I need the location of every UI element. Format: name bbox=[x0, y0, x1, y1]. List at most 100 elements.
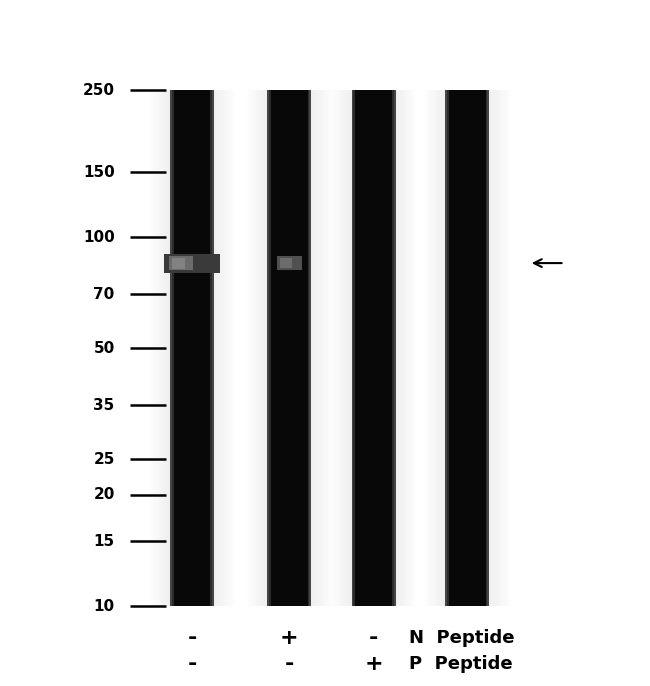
Bar bbox=[162, 90, 166, 606]
Bar bbox=[426, 90, 430, 606]
Bar bbox=[501, 90, 505, 606]
Bar bbox=[267, 90, 311, 606]
Bar bbox=[153, 90, 157, 606]
Bar bbox=[327, 90, 331, 606]
Text: -: - bbox=[369, 628, 378, 648]
Text: 10: 10 bbox=[94, 599, 114, 613]
Bar bbox=[309, 90, 313, 606]
Bar bbox=[255, 90, 259, 606]
Bar bbox=[280, 259, 292, 268]
Bar bbox=[254, 90, 257, 606]
Bar bbox=[315, 90, 319, 606]
Bar bbox=[437, 90, 441, 606]
Bar bbox=[169, 257, 193, 270]
Bar bbox=[330, 90, 334, 606]
Bar bbox=[445, 90, 449, 606]
Bar bbox=[250, 90, 254, 606]
Bar bbox=[224, 90, 228, 606]
Bar bbox=[170, 90, 174, 606]
Bar bbox=[432, 90, 436, 606]
Bar bbox=[230, 90, 234, 606]
Bar bbox=[344, 90, 348, 606]
Bar bbox=[319, 90, 323, 606]
Bar bbox=[439, 90, 443, 606]
Bar bbox=[430, 90, 434, 606]
Bar bbox=[155, 90, 159, 606]
Bar bbox=[441, 90, 445, 606]
Bar bbox=[220, 90, 224, 606]
Text: N  Peptide: N Peptide bbox=[409, 629, 515, 647]
Bar bbox=[434, 90, 437, 606]
Bar bbox=[170, 90, 214, 606]
Bar bbox=[436, 90, 439, 606]
Text: 15: 15 bbox=[94, 534, 114, 549]
Bar bbox=[313, 90, 317, 606]
Bar bbox=[321, 90, 325, 606]
Bar bbox=[248, 90, 252, 606]
Text: -: - bbox=[285, 654, 294, 674]
Bar bbox=[218, 90, 222, 606]
Bar bbox=[401, 90, 405, 606]
Bar bbox=[392, 90, 396, 606]
Bar bbox=[394, 90, 398, 606]
Bar bbox=[405, 90, 409, 606]
Text: 150: 150 bbox=[83, 165, 114, 180]
Bar bbox=[346, 90, 350, 606]
Bar bbox=[489, 90, 493, 606]
Bar bbox=[497, 90, 501, 606]
Bar bbox=[445, 90, 489, 606]
Bar bbox=[499, 90, 503, 606]
Bar bbox=[428, 90, 432, 606]
Bar bbox=[261, 90, 265, 606]
Bar bbox=[263, 90, 267, 606]
Bar bbox=[325, 90, 329, 606]
Bar bbox=[443, 90, 447, 606]
Text: -: - bbox=[188, 654, 197, 674]
Bar bbox=[161, 90, 164, 606]
Text: +: + bbox=[364, 654, 383, 674]
Bar bbox=[409, 90, 413, 606]
Bar bbox=[259, 90, 263, 606]
Text: 20: 20 bbox=[94, 488, 114, 502]
Text: 50: 50 bbox=[94, 341, 114, 355]
Bar bbox=[228, 90, 232, 606]
Bar bbox=[403, 90, 407, 606]
Bar bbox=[226, 90, 230, 606]
Bar bbox=[216, 90, 220, 606]
Bar bbox=[157, 90, 161, 606]
Bar bbox=[166, 90, 170, 606]
Text: P  Peptide: P Peptide bbox=[409, 655, 513, 673]
Bar bbox=[505, 90, 509, 606]
Bar bbox=[495, 90, 499, 606]
Text: 250: 250 bbox=[83, 83, 114, 97]
Bar bbox=[329, 90, 333, 606]
Bar bbox=[411, 90, 415, 606]
Bar bbox=[488, 90, 491, 606]
Bar bbox=[400, 90, 403, 606]
Bar bbox=[172, 258, 185, 268]
Text: -: - bbox=[188, 628, 197, 648]
Bar bbox=[486, 90, 489, 606]
Bar bbox=[352, 90, 356, 606]
Bar bbox=[338, 90, 342, 606]
Bar bbox=[149, 90, 153, 606]
Bar bbox=[164, 90, 168, 606]
Text: 25: 25 bbox=[94, 451, 114, 466]
Text: 70: 70 bbox=[94, 287, 114, 302]
Bar bbox=[311, 90, 315, 606]
Bar bbox=[503, 90, 507, 606]
Bar bbox=[213, 90, 216, 606]
Bar bbox=[323, 90, 327, 606]
Bar bbox=[214, 90, 218, 606]
Bar bbox=[151, 90, 155, 606]
Bar bbox=[168, 90, 172, 606]
Bar bbox=[278, 257, 302, 270]
Bar bbox=[413, 90, 417, 606]
Bar bbox=[222, 90, 226, 606]
Bar bbox=[491, 90, 495, 606]
Bar bbox=[350, 90, 354, 606]
Bar bbox=[307, 90, 311, 606]
Bar bbox=[352, 90, 396, 606]
Bar bbox=[424, 90, 428, 606]
Bar bbox=[407, 90, 411, 606]
